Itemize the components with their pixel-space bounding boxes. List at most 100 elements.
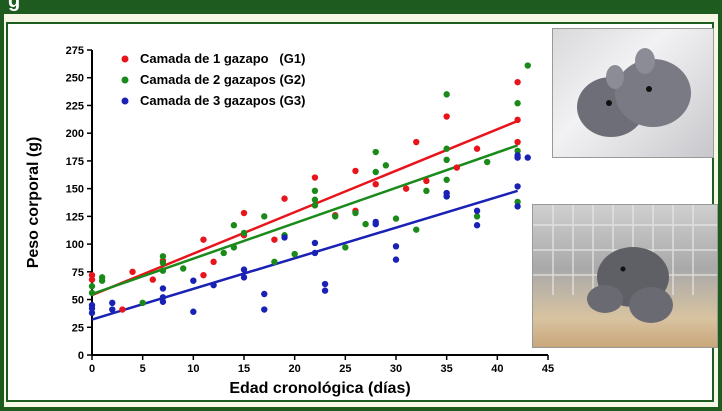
- data-point-g2: [180, 265, 187, 272]
- data-point-g2: [98, 277, 106, 284]
- data-point-g2: [139, 299, 146, 307]
- y-axis-label: Peso corporal (g): [25, 137, 42, 269]
- data-point-g3: [321, 287, 329, 294]
- data-point-g1: [402, 185, 410, 192]
- y-tick-label: 25: [72, 322, 84, 334]
- legend-label-g1: Camada de 1 gazapo (G1): [140, 51, 305, 66]
- data-point-g2: [382, 162, 390, 169]
- data-point-g2: [88, 283, 96, 290]
- data-point-g3: [473, 222, 481, 229]
- data-point-g3: [88, 305, 96, 312]
- x-tick-label: 5: [140, 363, 146, 375]
- data-point-g3: [240, 274, 248, 281]
- data-point-g2: [291, 250, 298, 258]
- x-tick-label: 15: [238, 363, 250, 375]
- data-point-g2: [230, 222, 238, 229]
- data-point-g3: [372, 218, 379, 226]
- chinchilla-photo-illustration: [577, 48, 691, 137]
- data-point-g2: [159, 259, 167, 267]
- legend-marker-g2: [121, 76, 129, 84]
- data-point-g2: [514, 198, 521, 206]
- data-point-g2: [423, 187, 430, 195]
- data-point-g3: [524, 154, 531, 161]
- fit-line-g1: [91, 119, 519, 297]
- data-point-g1: [149, 276, 156, 283]
- y-tick-label: 175: [66, 156, 84, 168]
- data-point-g1: [210, 258, 217, 266]
- x-tick-label: 20: [289, 363, 301, 375]
- data-point-g2: [443, 176, 450, 183]
- data-point-g2: [311, 196, 319, 203]
- y-tick-label: 100: [66, 239, 84, 251]
- data-point-g1: [514, 116, 521, 124]
- data-point-g3: [321, 280, 329, 288]
- data-point-g2: [261, 213, 268, 220]
- legend-label-g2: Camada de 2 gazapos (G2): [140, 72, 305, 87]
- data-point-g2: [230, 244, 238, 251]
- data-point-g3: [311, 239, 319, 247]
- data-point-g2: [159, 253, 167, 260]
- data-point-g3: [514, 154, 521, 161]
- data-point-g2: [372, 168, 379, 176]
- y-tick-label: 200: [66, 128, 84, 140]
- fit-line-g3: [91, 189, 518, 321]
- slide-title: g: [8, 0, 21, 12]
- data-point-g3: [159, 298, 167, 305]
- data-point-g2: [372, 148, 379, 156]
- data-point-g1: [88, 271, 96, 279]
- y-tick-label: 250: [66, 73, 84, 85]
- data-point-g2: [332, 213, 339, 220]
- data-point-g1: [453, 164, 460, 171]
- cage-photo-illustration: [533, 205, 717, 323]
- data-point-g3: [261, 290, 268, 298]
- data-point-g3: [109, 299, 116, 307]
- data-point-g2: [220, 249, 227, 257]
- data-point-g1: [240, 209, 248, 217]
- y-tick-label: 150: [66, 184, 84, 196]
- data-point-g2: [473, 213, 481, 220]
- x-tick-label: 45: [542, 363, 554, 375]
- y-tick-label: 275: [66, 45, 84, 57]
- data-point-g2: [392, 215, 400, 222]
- data-point-g2: [311, 187, 319, 195]
- x-axis-label: Edad cronológica (días): [229, 380, 410, 397]
- data-point-g2: [514, 100, 521, 107]
- data-point-g2: [524, 62, 531, 69]
- y-tick-label: 50: [72, 295, 84, 307]
- photo-baby-chinchillas: [552, 28, 714, 158]
- data-point-g2: [159, 267, 167, 274]
- data-point-g1: [372, 181, 379, 188]
- data-point-g1: [514, 138, 521, 146]
- top-band: g: [0, 0, 722, 14]
- data-point-g3: [109, 306, 116, 313]
- x-tick-label: 25: [339, 363, 351, 375]
- data-point-g3: [514, 203, 521, 210]
- data-point-g1: [200, 271, 207, 279]
- data-point-g1: [443, 113, 450, 120]
- data-point-g2: [443, 156, 450, 163]
- data-point-g2: [352, 209, 359, 217]
- x-tick-label: 0: [89, 363, 95, 375]
- data-point-g3: [281, 234, 288, 241]
- data-point-g1: [200, 236, 207, 243]
- data-point-g1: [129, 268, 136, 276]
- data-point-g3: [261, 306, 268, 313]
- data-point-g3: [190, 308, 197, 315]
- data-point-g2: [362, 220, 369, 228]
- data-point-g2: [88, 289, 96, 297]
- legend-marker-g3: [121, 97, 129, 105]
- data-point-g2: [342, 244, 349, 251]
- data-point-g1: [281, 195, 288, 202]
- legend-marker-g1: [121, 55, 129, 63]
- legend-label-g3: Camada de 3 gazapos (G3): [140, 93, 305, 108]
- x-tick-label: 35: [441, 363, 453, 375]
- axes: 0 5 10 15 20 25 30 35 40 45 0 25 50 75 100 125 150 175 200…: [66, 45, 554, 375]
- data-point-g3: [88, 309, 96, 317]
- data-point-g1: [514, 78, 521, 86]
- data-point-g1: [423, 177, 430, 185]
- data-point-g1: [352, 167, 359, 175]
- data-point-g2: [240, 229, 248, 237]
- data-point-g1: [473, 145, 481, 152]
- photo-chinchilla-cage: [532, 204, 718, 348]
- data-point-g3: [210, 281, 217, 289]
